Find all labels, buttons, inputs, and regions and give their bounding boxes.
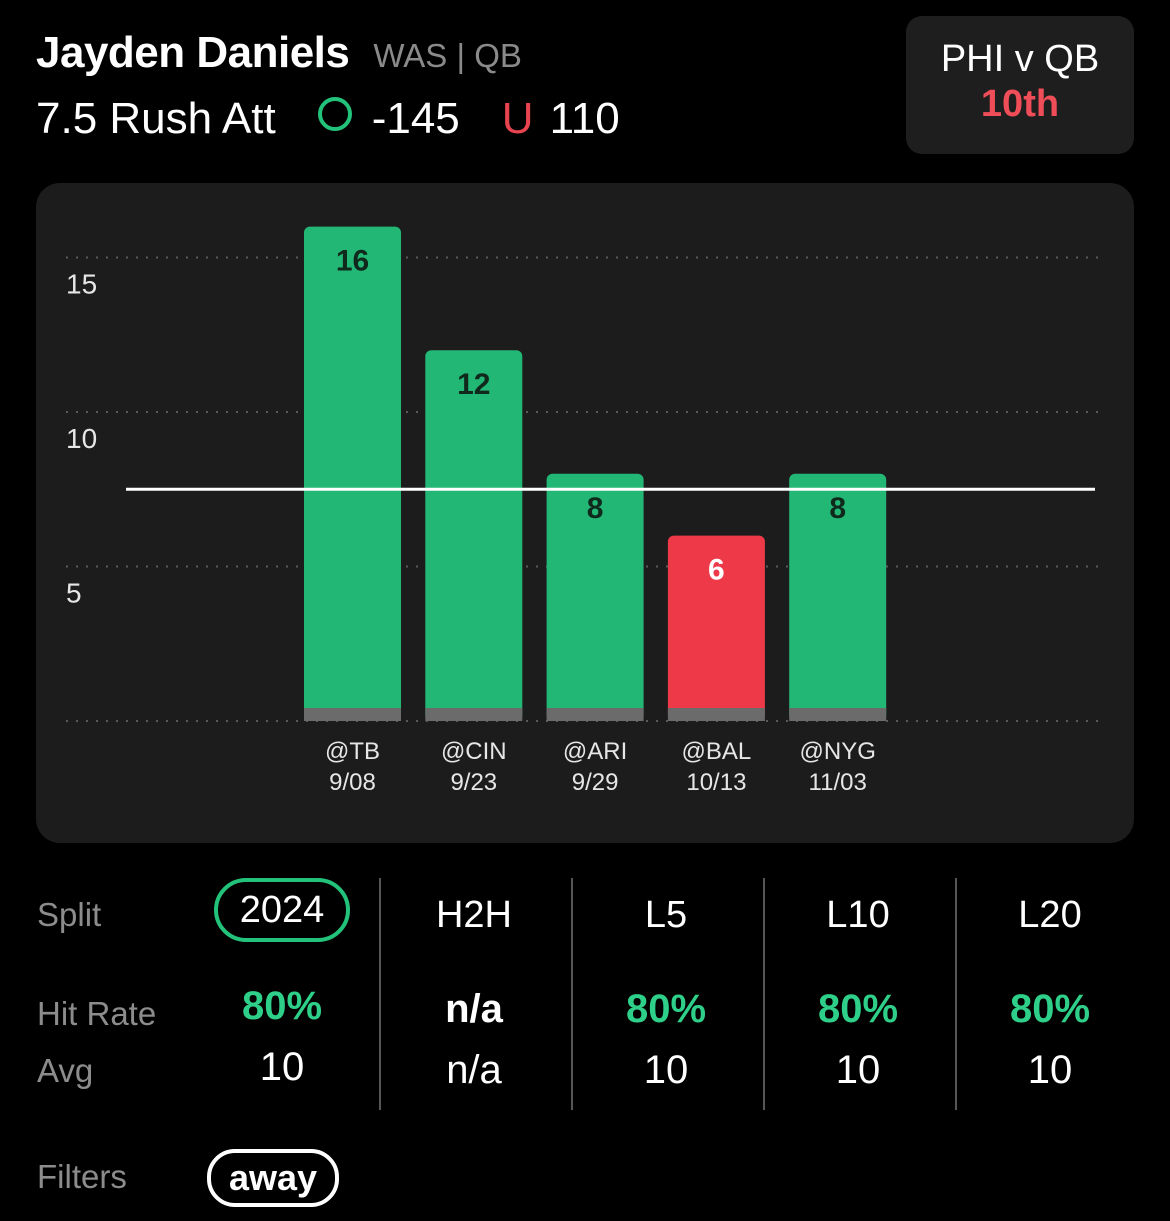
y-tick-label: 15 [66,269,97,300]
bar-base [546,708,644,721]
matchup-rank-card[interactable]: PHI v QB 10th [906,16,1134,154]
x-tick-opponent: @ARI [563,738,627,765]
prop-line: 7.5 Rush Att [36,94,276,143]
avg-value: 10 [643,1048,689,1092]
split-column-l5[interactable]: L5 80% 10 [576,860,756,1093]
hit-rate-value: 80% [241,984,323,1028]
column-divider [571,878,573,1110]
column-divider [955,878,957,1110]
avg-label: Avg [37,1052,94,1089]
split-column-l10[interactable]: L10 80% 10 [768,860,948,1093]
y-tick-label: 10 [66,423,97,454]
x-tick-date: 9/23 [450,769,497,796]
x-tick-opponent: @BAL [682,738,752,765]
split-l5[interactable]: L5 [644,894,688,936]
hit-rate-value: n/a [445,987,503,1031]
filters-label: Filters [37,1158,127,1195]
split-column-l20[interactable]: L20 80% 10 [960,860,1140,1093]
player-header: Jayden Daniels WAS | QB 7.5 Rush Att -14… [36,28,620,144]
bar-value-label: 12 [457,368,490,401]
bar [667,535,765,721]
avg-value: 10 [259,1045,305,1089]
split-h2h[interactable]: H2H [435,894,513,936]
column-divider [379,878,381,1110]
bar-value-label: 16 [336,245,369,278]
bar-base [789,708,887,721]
split-column-2024[interactable]: 2024 80% 10 [192,860,372,1090]
bar [546,473,644,721]
bar-base [667,708,765,721]
hit-rate-label: Hit Rate [37,995,157,1032]
filter-chip-away[interactable]: away [207,1149,340,1207]
over-circle-icon [317,97,352,131]
bar [425,350,523,721]
hit-rate-value: 80% [817,987,899,1031]
hit-rate-value: 80% [625,987,707,1031]
under-marker: U [501,94,534,143]
avg-value: 10 [1027,1048,1073,1092]
player-name: Jayden Daniels [36,28,350,77]
matchup-rank: 10th [980,83,1060,125]
x-tick-opponent: @CIN [441,738,507,765]
under-odds[interactable]: 110 [549,94,620,143]
prop-row: 7.5 Rush Att -145 U 110 [36,94,620,144]
avg-value: n/a [446,1048,502,1092]
bar-value-label: 8 [829,492,846,525]
bar-value-label: 6 [708,554,725,587]
x-tick-date: 11/03 [809,769,867,796]
bar [304,226,401,721]
split-l10[interactable]: L10 [826,894,890,936]
bar-chart: 5 10 15 16 @TB 9/08 12 @CIN 9/23 8 @ARI 9/29 6 @BAL 10… [66,226,1102,796]
split-label: Split [37,896,102,933]
game-log-chart: 5 10 15 16 @TB 9/08 12 @CIN 9/23 8 @ARI 9/29 6 @BAL 10… [36,183,1134,843]
split-column-h2h[interactable]: H2H n/a n/a [384,860,564,1093]
split-l20[interactable]: L20 [1018,894,1082,936]
splits-table: Split Hit Rate Avg 2024 80% 10 H2H n/a n… [0,860,1170,1120]
team-position: WAS | QB [373,37,522,74]
hit-rate-value: 80% [1009,987,1091,1031]
bar-value-label: 8 [587,492,604,525]
x-tick-date: 10/13 [686,769,746,796]
x-tick-date: 9/08 [329,769,376,796]
bar-base [425,708,523,721]
bar [789,473,887,721]
over-odds[interactable]: -145 [371,94,460,143]
matchup-label: PHI v QB [940,38,1100,80]
x-tick-opponent: @NYG [800,738,876,765]
x-tick-opponent: @TB [325,738,380,765]
avg-value: 10 [835,1048,881,1092]
column-divider [763,878,765,1110]
split-2024-selected[interactable]: 2024 [213,878,351,942]
x-tick-date: 9/29 [572,769,619,796]
y-tick-label: 5 [66,578,82,609]
bar-base [304,708,401,721]
